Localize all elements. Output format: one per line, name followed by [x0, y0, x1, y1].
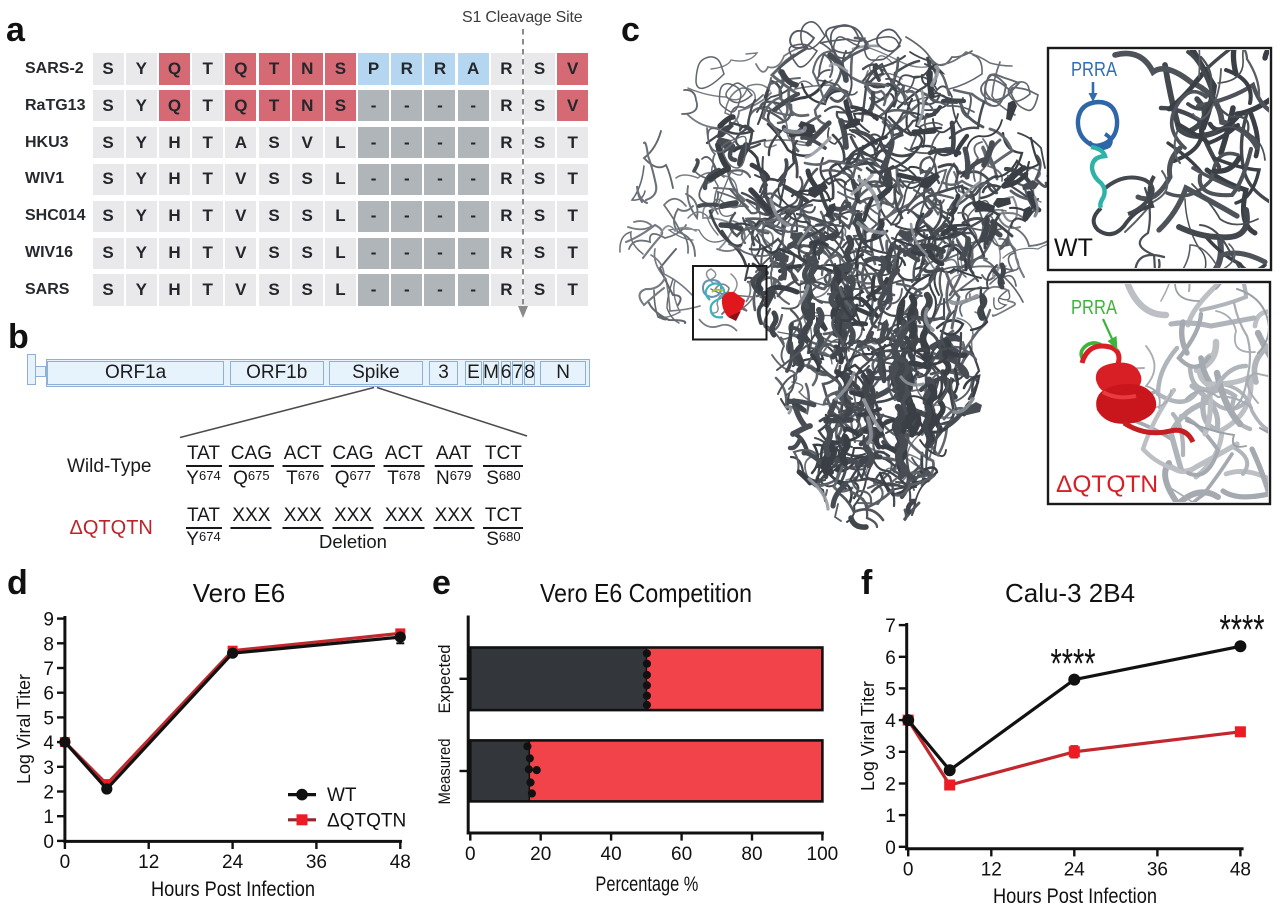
svg-text:9: 9 [43, 610, 54, 631]
svg-text:80: 80 [741, 844, 762, 865]
svg-text:PRRA: PRRA [1071, 297, 1118, 319]
svg-text:12: 12 [138, 852, 159, 873]
svg-text:2: 2 [885, 775, 896, 796]
svg-text:7: 7 [43, 659, 54, 680]
svg-text:0: 0 [465, 844, 476, 865]
svg-text:WT: WT [327, 785, 357, 806]
svg-text:0: 0 [60, 852, 71, 873]
svg-text:0: 0 [885, 838, 896, 859]
svg-text:Log Viral Titer: Log Viral Titer [13, 674, 34, 784]
svg-text:6: 6 [885, 648, 896, 669]
svg-text:4: 4 [885, 711, 896, 732]
svg-text:36: 36 [306, 852, 327, 873]
svg-text:PRRA: PRRA [1071, 59, 1118, 81]
svg-text:****: **** [1220, 606, 1265, 653]
svg-text:60: 60 [671, 844, 692, 865]
svg-text:Log Viral Titer: Log Viral Titer [857, 681, 878, 791]
svg-text:5: 5 [885, 679, 896, 700]
svg-text:Measured: Measured [436, 739, 454, 805]
svg-text:48: 48 [1230, 859, 1251, 880]
svg-text:6: 6 [43, 684, 54, 705]
svg-text:Hours Post Infection: Hours Post Infection [151, 877, 315, 901]
svg-text:ΔQTQTN: ΔQTQTN [1056, 471, 1158, 498]
svg-text:48: 48 [390, 852, 411, 873]
svg-text:Vero E6 Competition: Vero E6 Competition [540, 578, 752, 608]
svg-text:4: 4 [43, 733, 54, 754]
svg-text:WT: WT [1054, 234, 1093, 262]
svg-text:12: 12 [981, 859, 1002, 880]
svg-text:1: 1 [43, 807, 54, 828]
svg-text:Hours Post Infection: Hours Post Infection [993, 884, 1157, 908]
svg-text:Vero E6: Vero E6 [193, 578, 286, 608]
svg-text:7: 7 [885, 616, 896, 637]
svg-text:24: 24 [1064, 859, 1086, 880]
svg-text:24: 24 [222, 852, 244, 873]
svg-text:5: 5 [43, 708, 54, 729]
svg-text:ΔQTQTN: ΔQTQTN [327, 811, 406, 832]
svg-text:1: 1 [885, 806, 896, 827]
svg-text:0: 0 [43, 832, 54, 853]
svg-text:Percentage %: Percentage % [595, 873, 698, 896]
svg-text:Expected: Expected [436, 645, 454, 714]
svg-text:8: 8 [43, 634, 54, 655]
svg-text:40: 40 [601, 844, 622, 865]
svg-text:36: 36 [1147, 859, 1168, 880]
svg-text:0: 0 [903, 859, 914, 880]
svg-text:100: 100 [807, 844, 839, 865]
svg-text:3: 3 [43, 758, 54, 779]
svg-text:20: 20 [530, 844, 551, 865]
svg-text:2: 2 [43, 783, 54, 804]
svg-text:3: 3 [885, 743, 896, 764]
svg-text:Calu-3 2B4: Calu-3 2B4 [1005, 578, 1135, 608]
svg-text:****: **** [1051, 640, 1096, 687]
